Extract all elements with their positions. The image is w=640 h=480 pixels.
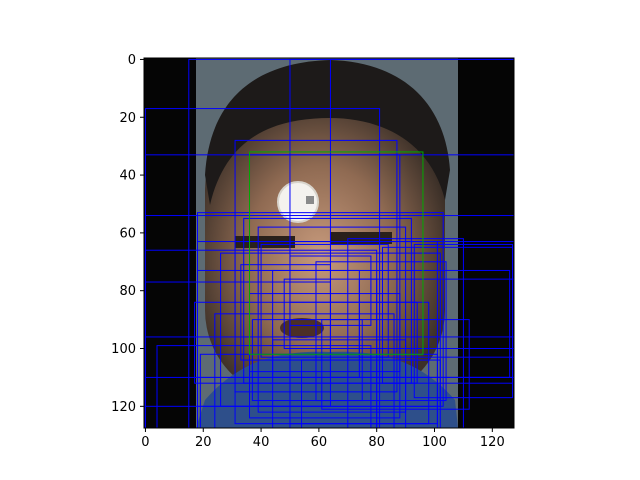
y-tick-label: 20 <box>119 111 136 126</box>
predicted-box-32 <box>156 345 372 428</box>
x-tick-label: 0 <box>141 435 149 450</box>
x-tick-label: 60 <box>311 435 328 450</box>
predicted-box-20 <box>315 261 447 402</box>
predicted-box-34 <box>272 339 407 428</box>
x-tick-label: 100 <box>422 435 447 450</box>
x-tick-label: 80 <box>368 435 385 450</box>
y-tick-label: 100 <box>111 342 136 357</box>
ground-truth-box <box>249 151 424 355</box>
predicted-box-22 <box>347 238 464 428</box>
predicted-box-16 <box>260 243 389 358</box>
bounding-boxes-layer <box>144 58 514 428</box>
predicted-box-19 <box>249 293 401 419</box>
predicted-box-37 <box>144 376 514 428</box>
y-tick-label: 40 <box>119 169 136 184</box>
y-tick-label: 60 <box>119 226 136 241</box>
predicted-box-28 <box>321 319 470 410</box>
predicted-box-30 <box>413 243 514 399</box>
x-tick-label: 120 <box>480 435 505 450</box>
x-tick-label: 40 <box>253 435 270 450</box>
y-tick-label: 120 <box>111 400 136 415</box>
predicted-box-36 <box>376 348 514 428</box>
y-tick-label: 80 <box>119 284 136 299</box>
predicted-box-35 <box>301 359 441 428</box>
y-tick-label: 0 <box>128 53 136 68</box>
predicted-box-39 <box>289 255 372 326</box>
plot-frame <box>143 57 515 429</box>
axis-ticks-layer: 0 20 40 60 80 100 120 0 20 40 60 80 100 120 <box>111 53 505 450</box>
x-tick-label: 20 <box>195 435 212 450</box>
white-ball <box>278 182 318 222</box>
predicted-box-25 <box>214 313 395 428</box>
predicted-box-38 <box>240 264 331 361</box>
plot-image <box>144 58 514 428</box>
